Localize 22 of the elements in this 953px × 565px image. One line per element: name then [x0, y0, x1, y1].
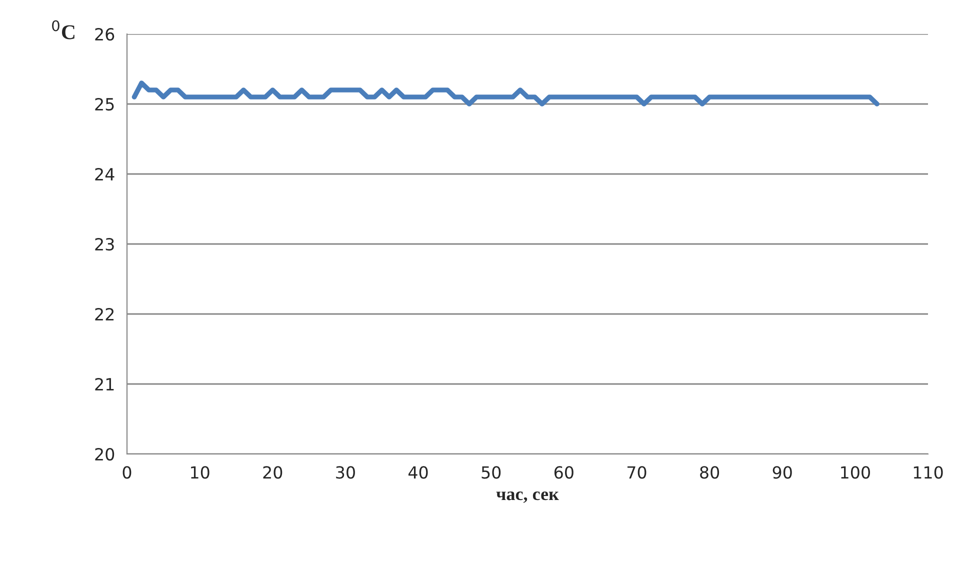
- x-tick-label: 80: [700, 466, 720, 479]
- x-tick-label: 40: [408, 466, 428, 479]
- y-tick-label: 26: [95, 28, 114, 41]
- y-tick-label: 22: [95, 308, 114, 320]
- y-tick-label: 20: [95, 448, 114, 461]
- x-tick-label: 20: [263, 466, 282, 479]
- x-tick-label: 70: [627, 466, 646, 479]
- y-tick-label: 21: [95, 378, 114, 390]
- y-tick-label: 25: [95, 98, 114, 111]
- x-tick-label: 110: [914, 466, 943, 479]
- y-axis-title: $^{0}$C: [52, 20, 74, 40]
- x-axis-title: час, сек: [496, 492, 559, 503]
- x-tick-label: 30: [336, 466, 355, 479]
- x-tick-label: 60: [554, 466, 574, 479]
- y-tick-label: 24: [95, 168, 114, 180]
- x-tick-label: 0: [122, 466, 132, 479]
- line-series: [132, 80, 880, 106]
- x-tick-label: 90: [772, 466, 792, 479]
- x-tick-label: 50: [482, 466, 501, 479]
- y-tick-label: 23: [95, 238, 114, 251]
- x-tick-label: 10: [191, 466, 210, 479]
- x-tick-label: 100: [841, 466, 870, 479]
